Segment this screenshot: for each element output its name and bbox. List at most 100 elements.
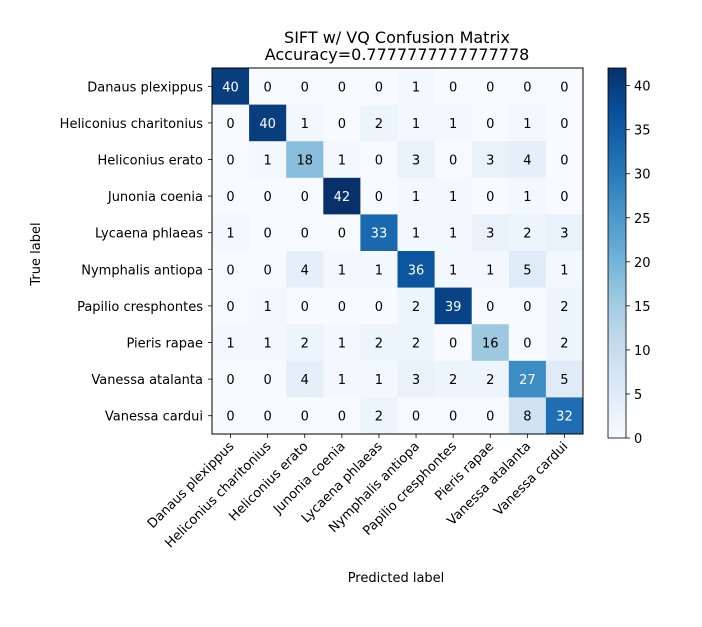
- matrix-cell-value: 0: [486, 410, 494, 425]
- matrix-cell-value: 4: [301, 373, 309, 388]
- matrix-cell: [545, 104, 584, 142]
- matrix-cell: [397, 68, 435, 105]
- matrix-cell-value: 1: [264, 300, 272, 315]
- matrix-cell-value: 42: [334, 190, 351, 205]
- matrix-cell: [212, 141, 250, 179]
- matrix-cell-value: 1: [486, 263, 494, 278]
- matrix-cell: [360, 177, 398, 215]
- matrix-cell-value: 40: [222, 80, 239, 95]
- matrix-cell-value: 0: [375, 300, 383, 315]
- matrix-cell: [249, 177, 287, 215]
- matrix-cell-value: 2: [560, 300, 568, 315]
- matrix-cell-value: 0: [264, 263, 272, 278]
- matrix-cell-value: 0: [560, 117, 568, 132]
- matrix-cell: [397, 141, 435, 179]
- matrix-cell: [286, 104, 324, 142]
- colorbar-tick-label: 0: [634, 432, 642, 447]
- matrix-cell: [360, 214, 398, 252]
- matrix-cell: [323, 287, 361, 325]
- matrix-cell: [323, 324, 361, 362]
- matrix-cell: [249, 324, 287, 362]
- matrix-cell-value: 5: [523, 263, 531, 278]
- matrix-cell-value: 0: [486, 117, 494, 132]
- matrix-cell: [286, 68, 324, 105]
- matrix-cell: [249, 397, 287, 435]
- matrix-cell-value: 3: [412, 154, 420, 169]
- matrix-cell-value: 1: [449, 227, 457, 242]
- matrix-cell-value: 0: [375, 190, 383, 205]
- matrix-cell-value: 39: [445, 300, 462, 315]
- matrix-cell-value: 2: [412, 337, 420, 352]
- matrix-cell-value: 2: [486, 373, 494, 388]
- matrix-cell: [508, 360, 547, 398]
- matrix-cell-value: 1: [338, 154, 346, 169]
- matrix-cell-value: 16: [482, 337, 499, 352]
- matrix-cell-value: 2: [560, 337, 568, 352]
- matrix-cell-value: 4: [523, 154, 531, 169]
- matrix-cell-value: 3: [486, 227, 494, 242]
- y-tick-label: Lycaena phlaeas: [95, 227, 203, 242]
- matrix-cell: [323, 104, 361, 142]
- matrix-cell-value: 0: [226, 300, 234, 315]
- matrix-cell: [545, 287, 584, 325]
- matrix-cell: [249, 287, 287, 325]
- matrix-cell: [471, 324, 510, 362]
- matrix-cell-value: 0: [486, 300, 494, 315]
- matrix-cell: [508, 397, 547, 435]
- matrix-cell-value: 0: [226, 117, 234, 132]
- matrix-cell-value: 1: [412, 117, 420, 132]
- matrix-cell: [545, 141, 584, 179]
- matrix-cell-value: 5: [560, 373, 568, 388]
- matrix-cell-value: 0: [301, 410, 309, 425]
- matrix-cell: [471, 177, 510, 215]
- matrix-cell-value: 0: [523, 300, 531, 315]
- matrix-cell: [545, 251, 584, 288]
- matrix-cell: [212, 177, 250, 215]
- matrix-cell-value: 3: [486, 154, 494, 169]
- matrix-cell: [434, 324, 472, 362]
- matrix-cell: [360, 104, 398, 142]
- y-tick-label: Papilio cresphontes: [77, 300, 203, 315]
- matrix-cell: [249, 360, 287, 398]
- matrix-cell-value: 0: [449, 80, 457, 95]
- matrix-cell: [397, 214, 435, 252]
- matrix-cell: [545, 177, 584, 215]
- matrix-cell-value: 1: [449, 117, 457, 132]
- colorbar-tick-label: 15: [634, 300, 651, 315]
- matrix-cell: [471, 214, 510, 252]
- matrix-cell: [508, 324, 547, 362]
- matrix-cell: [434, 177, 472, 215]
- matrix-cell: [286, 287, 324, 325]
- matrix-cell: [360, 324, 398, 362]
- y-tick-labels: Danaus plexippus Heliconius charitonius He…: [60, 80, 212, 425]
- matrix-cell-value: 4: [301, 263, 309, 278]
- matrix-cell: [212, 251, 250, 288]
- matrix-cell: [471, 287, 510, 325]
- matrix-cell: [360, 251, 398, 288]
- matrix-cell-value: 0: [226, 373, 234, 388]
- matrix-cell-value: 0: [301, 300, 309, 315]
- matrix-cell: [434, 360, 472, 398]
- y-tick-label: Nymphalis antiopa: [81, 263, 203, 278]
- matrix-cell-value: 0: [226, 154, 234, 169]
- matrix-cell-value: 1: [338, 263, 346, 278]
- matrix-cell: [323, 397, 361, 435]
- matrix-cell-value: 1: [226, 337, 234, 352]
- matrix-cell: [323, 251, 361, 288]
- y-tick-label: Pieris rapae: [126, 337, 203, 352]
- matrix-cell: [508, 287, 547, 325]
- matrix-frame: [211, 67, 584, 435]
- matrix-cell: [434, 141, 472, 179]
- matrix-cell-value: 0: [338, 80, 346, 95]
- matrix-cell-value: 2: [412, 300, 420, 315]
- matrix-cell: [360, 287, 398, 325]
- matrix-cell-value: 0: [523, 337, 531, 352]
- matrix-cell: [434, 104, 472, 142]
- matrix-cell-value: 32: [556, 410, 573, 425]
- matrix-cell-value: 2: [523, 227, 531, 242]
- matrix-cell-value: 0: [486, 80, 494, 95]
- matrix-cell: [434, 214, 472, 252]
- colorbar-tick-label: 20: [634, 256, 651, 271]
- matrix-cell-value: 0: [449, 410, 457, 425]
